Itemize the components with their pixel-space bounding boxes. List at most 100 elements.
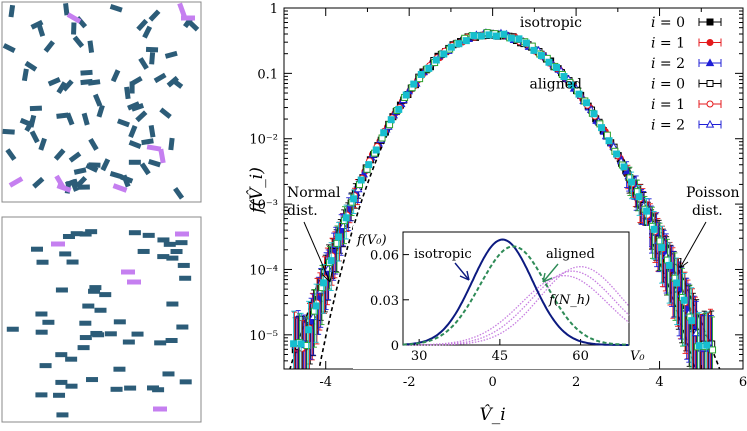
rod bbox=[75, 175, 88, 189]
rod bbox=[145, 46, 159, 53]
legend-label: i = 1 bbox=[651, 36, 685, 52]
rod bbox=[88, 137, 99, 151]
legend-group-label: isotropic bbox=[520, 15, 582, 31]
rod bbox=[176, 324, 189, 330]
data-point bbox=[635, 193, 643, 201]
cluster-rod bbox=[121, 269, 135, 275]
rod bbox=[137, 248, 150, 254]
inset-x-tick-label: 45 bbox=[492, 349, 509, 364]
cluster-rod bbox=[181, 15, 195, 21]
rod bbox=[153, 72, 167, 84]
rod bbox=[179, 275, 192, 281]
cluster-rod bbox=[158, 148, 166, 164]
rod bbox=[124, 385, 137, 391]
x-tick-label: 4 bbox=[655, 375, 663, 390]
rod bbox=[86, 377, 99, 383]
data-point bbox=[354, 184, 363, 193]
rod bbox=[128, 124, 138, 138]
data-point bbox=[507, 34, 515, 42]
rod bbox=[148, 124, 156, 138]
rod bbox=[36, 259, 49, 265]
data-point bbox=[583, 99, 591, 107]
rod bbox=[162, 371, 175, 377]
y-tick-label: 1 bbox=[270, 2, 278, 17]
legend-entry: i = 2 bbox=[651, 56, 722, 72]
rod bbox=[92, 93, 103, 107]
data-point bbox=[455, 40, 463, 48]
cluster-rod bbox=[127, 279, 141, 285]
data-point bbox=[706, 80, 714, 87]
series-7 bbox=[290, 30, 711, 369]
rod bbox=[164, 50, 178, 59]
rod bbox=[24, 60, 38, 72]
legend-label: i = 1 bbox=[651, 97, 685, 113]
normal-arrow bbox=[303, 221, 331, 283]
rod bbox=[100, 158, 111, 172]
data-point bbox=[410, 80, 418, 88]
rod bbox=[35, 329, 48, 335]
data-point bbox=[598, 124, 606, 132]
x-axis-label: V̂_i bbox=[480, 405, 506, 425]
inset-y-axis-label: f(V₀) bbox=[356, 233, 387, 248]
rod bbox=[61, 79, 74, 92]
rod bbox=[79, 335, 92, 341]
rod bbox=[127, 101, 141, 111]
data-point bbox=[706, 18, 714, 26]
rod bbox=[96, 104, 105, 118]
legend-entry: isotropic i = 0 bbox=[520, 15, 722, 31]
rod bbox=[147, 385, 160, 391]
data-point bbox=[656, 237, 664, 245]
rod bbox=[65, 112, 75, 126]
cluster-rod bbox=[146, 144, 162, 152]
data-point bbox=[680, 296, 688, 304]
rod bbox=[170, 249, 183, 255]
data-point bbox=[485, 31, 493, 39]
data-point bbox=[628, 178, 636, 186]
x-tick-label: -4 bbox=[319, 375, 332, 390]
data-point bbox=[665, 261, 673, 269]
data-point bbox=[335, 233, 343, 241]
data-point bbox=[357, 176, 365, 184]
data-point bbox=[695, 342, 703, 350]
inset-x-axis-label: V₀ bbox=[630, 349, 645, 364]
y-axis-label: f(V̂_i) bbox=[247, 167, 267, 215]
x-tick-label: 6 bbox=[739, 375, 747, 390]
rod bbox=[148, 9, 161, 22]
rod bbox=[38, 137, 47, 151]
inset-aligned-curve bbox=[402, 245, 630, 346]
rod bbox=[157, 237, 170, 243]
data-point bbox=[380, 129, 388, 137]
data-point bbox=[613, 150, 621, 158]
legend-label: i = 0 bbox=[651, 77, 685, 93]
legend-label: i = 2 bbox=[651, 56, 685, 72]
legend-label: i = 2 bbox=[651, 118, 685, 134]
rod bbox=[170, 77, 184, 89]
rod bbox=[77, 345, 90, 351]
data-point bbox=[705, 119, 715, 128]
inset-x-tick-label: 30 bbox=[411, 349, 428, 364]
legend-entry: i = 1 bbox=[651, 97, 722, 113]
data-point bbox=[432, 56, 440, 64]
inset-y-tick-label: 0 bbox=[391, 339, 399, 354]
y-tick-label: 10⁻⁴ bbox=[249, 263, 278, 278]
rod bbox=[21, 68, 29, 82]
rod bbox=[68, 151, 82, 163]
data-point bbox=[320, 279, 328, 287]
x-tick-label: -2 bbox=[403, 375, 416, 390]
rod bbox=[65, 356, 78, 362]
data-point bbox=[650, 225, 658, 233]
rod bbox=[89, 285, 102, 291]
rod bbox=[141, 138, 154, 146]
data-point bbox=[327, 257, 335, 265]
rod bbox=[8, 4, 16, 18]
inset-isotropic-label: isotropic bbox=[414, 247, 472, 262]
data-point bbox=[706, 100, 714, 108]
y-tick-label: 10⁻³ bbox=[249, 198, 278, 213]
rod bbox=[19, 117, 33, 128]
rod bbox=[73, 167, 87, 175]
fNh-label: f(N_h) bbox=[548, 293, 590, 308]
rod bbox=[157, 254, 170, 260]
rod bbox=[42, 319, 55, 325]
data-point bbox=[417, 70, 425, 78]
